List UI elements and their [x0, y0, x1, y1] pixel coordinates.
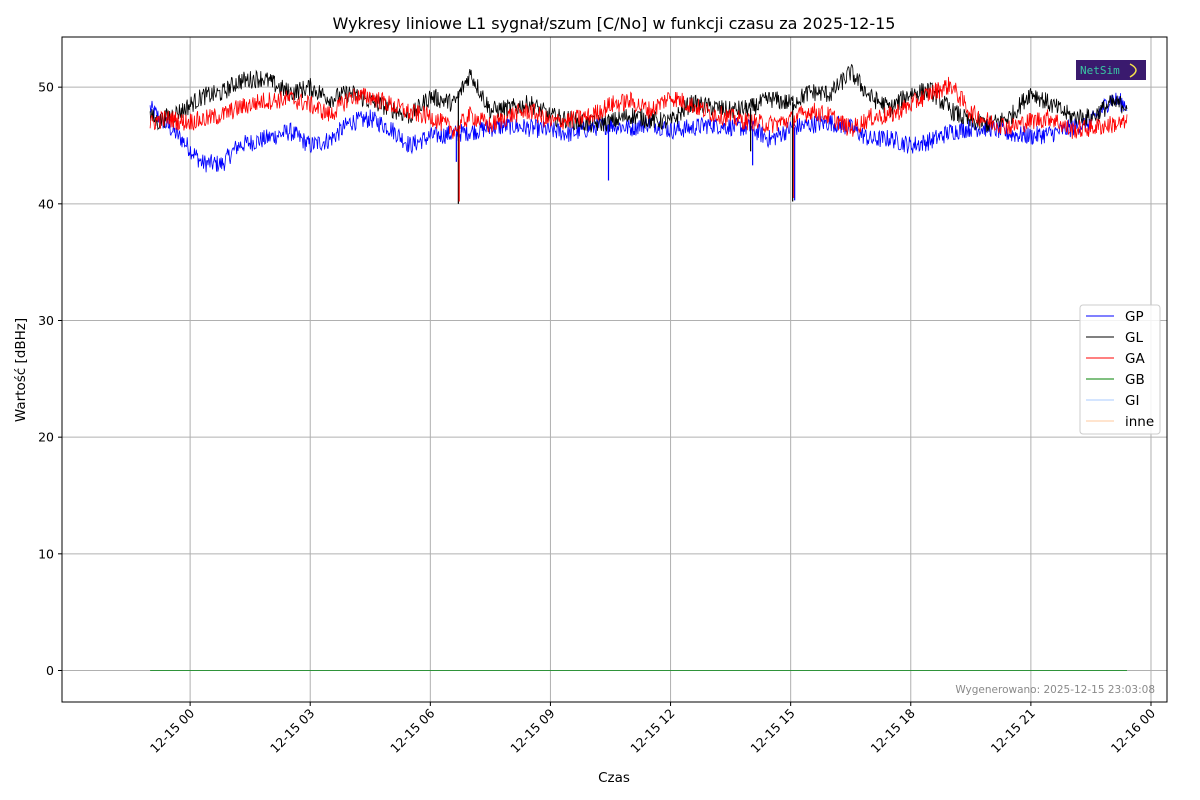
y-tick-label: 50 [38, 80, 54, 95]
legend-label-gl: GL [1125, 330, 1143, 346]
chart-title: Wykresy liniowe L1 sygnał/szum [C/No] w … [333, 14, 896, 33]
plot-frame [61, 36, 1168, 703]
x-axis-title: Czas [598, 770, 630, 786]
y-tick-label: 40 [38, 196, 54, 211]
x-tick-label: 12-15 09 [507, 705, 557, 755]
x-tick-label: 12-15 21 [988, 706, 1038, 756]
legend-label-gi: GI [1125, 393, 1139, 409]
generated-timestamp: Wygenerowano: 2025-12-15 23:03:08 [955, 684, 1155, 696]
logo-arc-icon [1129, 63, 1137, 78]
spike-layer [455, 95, 796, 204]
legend-label-gp: GP [1125, 309, 1144, 325]
x-tick-label: 12-15 03 [267, 706, 317, 756]
series-layer [149, 63, 1128, 671]
y-tick-label: 0 [46, 663, 54, 678]
y-tick-label: 10 [38, 546, 54, 561]
y-tick-label: 20 [38, 430, 54, 445]
netsim-logo: NetSim [1076, 60, 1146, 80]
x-tick-label: 12-15 18 [868, 705, 918, 755]
legend-label-gb: GB [1125, 372, 1145, 388]
grid-lines [62, 37, 1167, 702]
legend-label-ga: GA [1125, 351, 1145, 367]
series-line-ga [149, 76, 1128, 139]
x-tick-label: 12-15 06 [387, 705, 437, 755]
series-line-gp [149, 92, 1128, 173]
x-tick-label: 12-16 00 [1108, 705, 1158, 755]
logo-background [1076, 60, 1146, 80]
x-tick-label: 12-15 15 [747, 706, 797, 756]
x-tick-label: 12-15 12 [627, 706, 677, 756]
y-axis-ticks: 0 10 20 30 40 50 [38, 80, 62, 678]
legend: GP GL GA GB GI inne [1079, 304, 1161, 435]
x-axis-ticks: 12-15 00 12-15 03 12-15 06 12-15 09 12-15 12… [147, 702, 1158, 756]
series-line-gl [149, 63, 1128, 133]
legend-label-inne: inne [1125, 414, 1154, 430]
x-tick-label: 12-15 00 [147, 705, 197, 755]
y-axis-title: Wartość [dBHz] [13, 318, 29, 422]
y-tick-label: 30 [38, 313, 54, 328]
logo-text: NetSim [1080, 64, 1120, 77]
